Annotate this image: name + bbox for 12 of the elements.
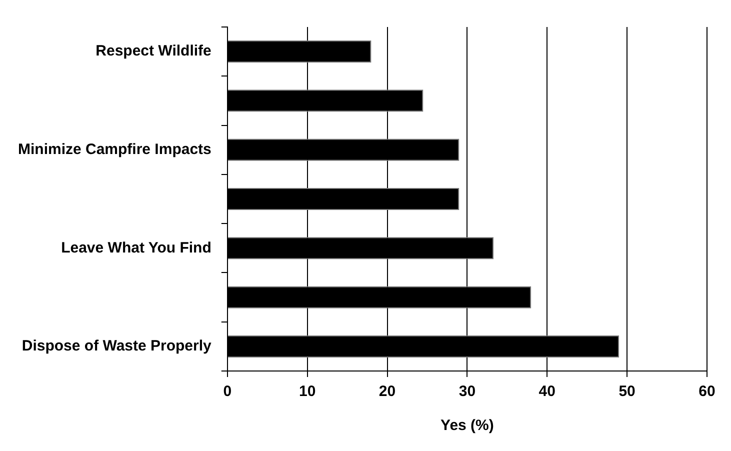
y-tick-label: Respect Wildlife xyxy=(96,42,212,60)
x-tick-label: 10 xyxy=(298,383,316,400)
y-tick-label: Dispose of Waste Properly xyxy=(22,338,212,355)
x-tick-label: 50 xyxy=(618,383,636,400)
x-tick-label: 20 xyxy=(378,383,396,400)
y-tick-label: Minimize Campfire Impacts xyxy=(18,141,212,158)
y-tick-label: Leave What You Find xyxy=(61,239,212,256)
x-tick-label: 40 xyxy=(538,383,556,400)
x-tick-label: 60 xyxy=(698,383,716,400)
x-tick-label: 0 xyxy=(223,383,232,400)
x-axis-title: Yes (%) xyxy=(440,417,494,434)
x-tick-label: 30 xyxy=(458,383,476,400)
